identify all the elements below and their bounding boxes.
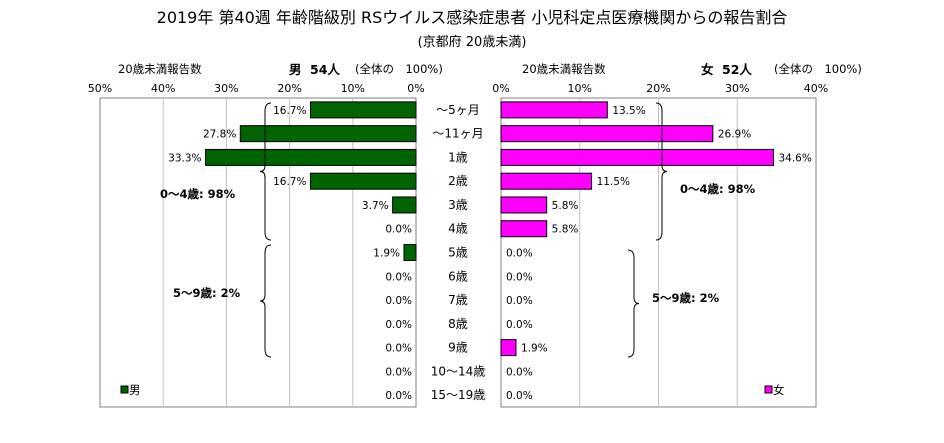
- female-bar: [500, 172, 593, 190]
- male-data-label: 16.7%: [273, 176, 306, 188]
- female-legend-swatch: [764, 385, 773, 394]
- male-bar: [205, 148, 417, 166]
- female-data-label: 11.5%: [597, 176, 630, 188]
- female-bar: [500, 101, 608, 119]
- age-category-label: 6歳: [448, 269, 468, 283]
- male-data-label: 0.0%: [385, 343, 412, 355]
- age-category-label: ～5ヶ月: [436, 103, 480, 117]
- male-data-label: 0.0%: [385, 390, 412, 402]
- female-data-label: 0.0%: [506, 319, 533, 331]
- male-axis-tick-label: 10%: [341, 82, 365, 95]
- male-header-label: 20歳未満報告数: [118, 62, 202, 76]
- age-category-label: 8歳: [448, 317, 468, 331]
- male-axis-tick-label: 40%: [151, 82, 175, 95]
- age-category-label: 3歳: [448, 198, 468, 212]
- female-data-label: 0.0%: [506, 390, 533, 402]
- male-data-label: 16.7%: [273, 105, 306, 117]
- female-header-label: 20歳未満報告数: [522, 62, 606, 76]
- female-data-label: 0.0%: [506, 366, 533, 378]
- male-legend-label: 男: [129, 383, 141, 397]
- female-bar: [500, 220, 548, 238]
- male-group-label-0-4: 0～4歳: 98%: [160, 187, 236, 201]
- male-bar: [239, 125, 417, 143]
- female-bar: [500, 148, 774, 166]
- male-data-label: 1.9%: [373, 248, 400, 260]
- male-plot-area: [99, 97, 417, 408]
- age-category-label: ～11ヶ月: [432, 127, 483, 141]
- male-bar: [309, 172, 417, 190]
- female-data-label: 34.6%: [778, 152, 811, 164]
- female-data-label: 0.0%: [506, 271, 533, 283]
- age-category-label: 1歳: [448, 150, 468, 164]
- female-data-label: 1.9%: [521, 343, 548, 355]
- female-data-label: 0.0%: [506, 295, 533, 307]
- female-bar: [500, 125, 714, 143]
- female-brace-5-9: [627, 249, 640, 358]
- age-category-label: 7歳: [448, 293, 468, 307]
- male-data-label: 0.0%: [385, 366, 412, 378]
- male-data-label: 0.0%: [385, 295, 412, 307]
- female-brace-0-4: [655, 102, 668, 241]
- male-data-label: 27.8%: [203, 129, 236, 141]
- male-axis-tick-label: 0%: [407, 82, 424, 95]
- male-header-count: 54人: [310, 62, 340, 77]
- female-data-label: 5.8%: [552, 200, 579, 212]
- male-axis-tick-label: 20%: [277, 82, 301, 95]
- male-header-sex: 男: [289, 62, 302, 77]
- age-category-label: 15～19歳: [431, 388, 486, 402]
- age-category-label: 4歳: [448, 222, 468, 236]
- male-axis-tick-label: 30%: [214, 82, 238, 95]
- chart-title: 2019年 第40週 年齢階級別 RSウイルス感染症患者 小児科定点医療機関から…: [156, 8, 788, 27]
- female-bar: [500, 339, 517, 357]
- female-axis-tick-label: 20%: [646, 82, 670, 95]
- age-category-label: 10～14歳: [431, 364, 486, 378]
- female-group-label-5-9: 5～9歳: 2%: [652, 291, 720, 305]
- female-axis-tick-label: 40%: [804, 82, 828, 95]
- male-bar: [309, 101, 417, 119]
- age-category-label: 5歳: [448, 246, 468, 260]
- age-category-label: 2歳: [448, 174, 468, 188]
- male-legend-swatch: [120, 385, 129, 394]
- male-data-label: 33.3%: [168, 152, 201, 164]
- male-data-label: 0.0%: [385, 224, 412, 236]
- male-data-label: 0.0%: [385, 271, 412, 283]
- female-header-sex: 女: [701, 62, 714, 77]
- female-header-count: 52人: [722, 62, 752, 77]
- female-legend-label: 女: [773, 383, 785, 397]
- chart-subtitle: (京都府 20歳未満): [417, 35, 527, 50]
- male-header-total: (全体の 100%): [355, 62, 443, 76]
- female-header-total: (全体の 100%): [774, 62, 862, 76]
- female-axis-tick-label: 30%: [725, 82, 749, 95]
- male-axis-tick-label: 50%: [88, 82, 112, 95]
- female-axis-tick-label: 0%: [492, 82, 509, 95]
- male-data-label: 3.7%: [362, 200, 389, 212]
- female-data-label: 0.0%: [506, 248, 533, 260]
- male-data-label: 0.0%: [385, 319, 412, 331]
- male-bar: [392, 196, 417, 214]
- male-brace-5-9: [259, 244, 272, 358]
- female-bar: [500, 196, 548, 214]
- female-data-label: 26.9%: [718, 129, 751, 141]
- male-brace-0-4: [259, 102, 272, 241]
- female-group-label-0-4: 0～4歳: 98%: [680, 182, 756, 196]
- female-data-label: 13.5%: [612, 105, 645, 117]
- male-group-label-5-9: 5～9歳: 2%: [173, 286, 241, 300]
- male-bar: [403, 244, 417, 261]
- age-category-label: 9歳: [448, 341, 468, 355]
- female-data-label: 5.8%: [552, 224, 579, 236]
- female-axis-tick-label: 10%: [568, 82, 592, 95]
